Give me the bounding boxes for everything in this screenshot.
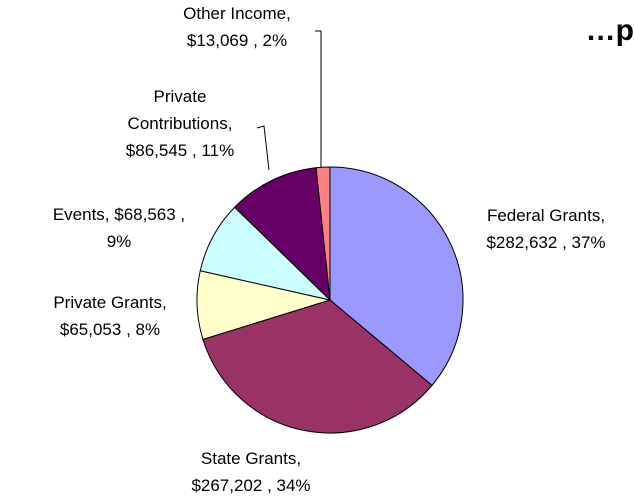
slice-label-events: Events, $68,563 , 9% [53, 205, 185, 251]
slice-label-line: State Grants, [201, 449, 301, 468]
slice-label-line: $65,053 , 8% [60, 320, 160, 339]
pie-slice-other-income [315, 166, 331, 301]
slice-label-line: Private [154, 87, 207, 106]
chart-title: …p [586, 14, 634, 47]
slice-labels: Federal Grants, $282,632 , 37% State Grant… [53, 4, 606, 495]
slice-label-other-income: Other Income, $13,069 , 2% [183, 4, 291, 50]
slice-label-private-grants: Private Grants, $65,053 , 8% [53, 293, 166, 339]
slice-label-line: Private Grants, [53, 293, 166, 312]
slice-label-line: $13,069 , 2% [187, 31, 287, 50]
pie-slice-federal-grants [329, 166, 464, 387]
slice-label-state-grants: State Grants, $267,202 , 34% [191, 449, 310, 495]
pie-slice-state-grants [202, 299, 433, 434]
slice-label-line: 9% [107, 232, 132, 251]
slice-label-line: $86,545 , 11% [126, 141, 234, 160]
leader-line-private-contributions [256, 125, 270, 171]
pie-slice-private-contributions [233, 167, 331, 302]
slice-label-federal-grants: Federal Grants, $282,632 , 37% [486, 206, 605, 252]
slice-label-line: Other Income, [183, 4, 291, 23]
slice-label-line: Events, $68,563 , [53, 205, 185, 224]
leader-line-other-income [315, 30, 322, 168]
slice-label-line: Federal Grants, [487, 206, 605, 225]
pie-slices [196, 166, 464, 434]
slice-label-private-contributions: Private Contributions, $86,545 , 11% [126, 87, 234, 160]
slice-label-line: $267,202 , 34% [191, 476, 310, 495]
slice-label-line: $282,632 , 37% [486, 233, 605, 252]
slice-label-line: Contributions, [128, 114, 233, 133]
leader-lines [256, 30, 322, 171]
